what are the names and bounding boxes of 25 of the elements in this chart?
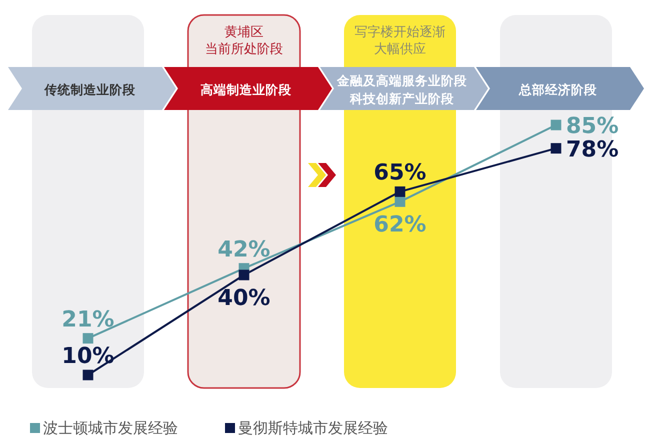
data-label: 78% [566,137,619,162]
x-tick-label: 高端制造业阶段 [200,82,292,97]
data-label: 40% [218,286,270,311]
point [82,370,94,380]
x-tick-label: 总部经济阶段 [518,82,598,97]
point [394,196,406,207]
data-label: 21% [62,307,114,332]
point [394,186,406,197]
point [238,270,250,280]
legend-label: 曼彻斯特城市发展经验 [238,419,388,437]
point [550,143,562,154]
x-tick-label: 金融及高端服务业阶段科技创新产业阶段 [336,73,468,106]
legend-label: 波士顿城市发展经验 [43,419,178,437]
x-tick-label: 传统制造业阶段 [44,82,136,97]
text: 当前所处阶段 [205,42,283,57]
data-label: 42% [218,237,270,262]
text: 大幅供应 [374,41,426,57]
data-label: 65% [374,160,426,186]
point [82,333,94,344]
data-label: 10% [62,344,114,369]
point [550,120,562,130]
text: 写字楼开始逐渐 [354,24,446,40]
data-label: 62% [374,212,426,238]
text: 黄埔区 [224,25,264,40]
data-label: 85% [566,114,619,139]
